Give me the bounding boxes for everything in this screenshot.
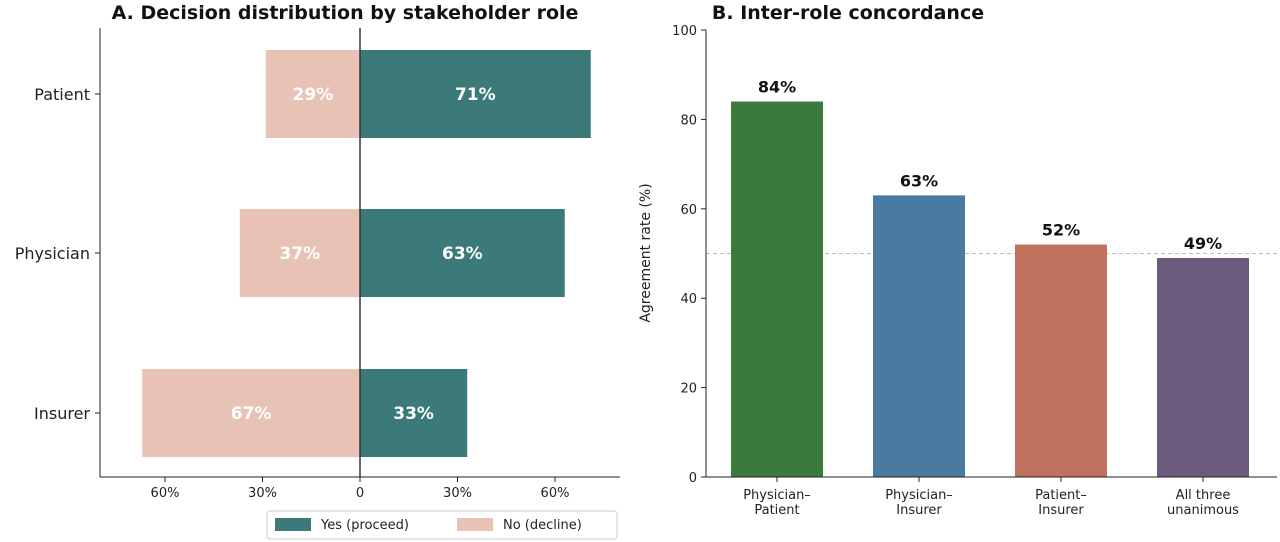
bar-concordance-4 (1157, 257, 1249, 477)
legend-label-no: No (decline) (503, 518, 582, 533)
bar-no-patient (265, 50, 360, 138)
category-label: unanimous (1167, 503, 1239, 518)
category-label: Patient (754, 503, 799, 518)
category-label: Insurer (896, 503, 942, 518)
bar-label-no-patient: 29% (293, 85, 334, 105)
bar-yes-patient (360, 50, 591, 138)
panel-a-legend: Yes (proceed) No (decline) (266, 510, 618, 540)
category-label: All three (1176, 488, 1231, 503)
panel-b-bars: 84% 63% 52% 49% (731, 78, 1249, 478)
legend-label-yes: Yes (proceed) (320, 518, 409, 533)
bar-concordance-3 (1015, 244, 1107, 477)
category-label-insurer: Insurer (34, 404, 90, 423)
category-label-patient: Patient (34, 85, 90, 104)
bar-label-yes-insurer: 33% (393, 404, 434, 424)
x-tick-label: 30% (443, 486, 472, 501)
category-label: Physician– (743, 488, 811, 503)
legend-swatch-yes (275, 518, 311, 531)
bar-yes-physician (360, 209, 565, 297)
bar-concordance-1 (731, 101, 823, 478)
bar-label-no-physician: 37% (280, 244, 321, 264)
y-tick-label: 100 (672, 24, 697, 39)
x-tick-label: 30% (248, 486, 277, 501)
bar-no-insurer (142, 369, 360, 457)
legend-box (266, 510, 618, 540)
x-tick-label: 0 (356, 486, 364, 501)
legend-swatch-no (457, 518, 493, 531)
panel-a-decision-distribution: A. Decision distribution by stakeholder … (15, 2, 620, 540)
bar-yes-insurer (360, 369, 468, 457)
category-label: Patient– (1035, 488, 1087, 503)
panel-b-axes: Physician–PatientPhysician–InsurerPatien… (638, 24, 1277, 518)
panel-b-inter-role-concordance: B. Inter-role concordance 84% 63% 52% 49% P… (638, 2, 1277, 518)
y-tick-label: 80 (680, 113, 697, 128)
bar-value-label: 52% (1042, 221, 1080, 240)
bar-value-label: 49% (1184, 234, 1222, 253)
y-tick-label: 0 (689, 471, 697, 486)
category-label-physician: Physician (15, 244, 90, 263)
category-label: Physician– (885, 488, 953, 503)
y-axis-label: Agreement rate (%) (638, 183, 654, 322)
bar-concordance-2 (873, 195, 965, 477)
bar-value-label: 84% (758, 78, 796, 97)
category-label: Insurer (1038, 503, 1084, 518)
y-tick-label: 40 (680, 292, 697, 307)
x-tick-label: 60% (541, 486, 570, 501)
panel-a-axes: Patient Physician Insurer 60% 30% 0 30% 60% (15, 28, 620, 501)
panel-b-title: B. Inter-role concordance (712, 2, 984, 24)
bar-value-label: 63% (900, 171, 938, 190)
panel-a-bars: 29% 71% 37% 63% 67% 33% (142, 50, 591, 457)
panel-a-title: A. Decision distribution by stakeholder … (112, 2, 579, 24)
bar-no-physician (239, 209, 360, 297)
bar-label-no-insurer: 67% (231, 404, 272, 424)
y-tick-label: 20 (680, 382, 697, 397)
y-tick-label: 60 (680, 203, 697, 218)
bar-label-yes-patient: 71% (455, 85, 496, 105)
x-tick-label: 60% (151, 486, 180, 501)
bar-label-yes-physician: 63% (442, 244, 483, 264)
